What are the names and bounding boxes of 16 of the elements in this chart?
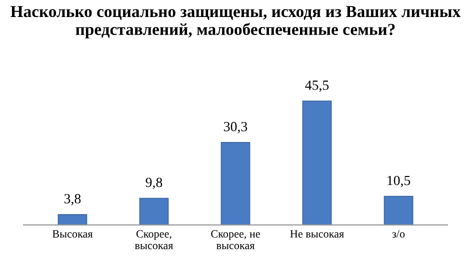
bar xyxy=(220,142,250,225)
x-tick-label: Скорее, не высокая xyxy=(211,230,260,250)
bar xyxy=(139,198,169,225)
x-tick-label: Скорее, высокая xyxy=(134,230,174,250)
bar xyxy=(302,100,332,225)
data-label: 45,5 xyxy=(305,80,329,92)
data-label: 30,3 xyxy=(224,122,248,134)
x-tick-label: Высокая xyxy=(52,230,93,238)
x-tick-label: Не высокая xyxy=(290,230,344,238)
data-label: 3,8 xyxy=(64,194,81,206)
data-label: 10,5 xyxy=(388,176,410,188)
bar xyxy=(58,214,88,225)
x-tick-label: з/о xyxy=(392,230,405,238)
chart-title: Насколько социально защищены, исходя из Ваших личных представлений, малообеспеченные семьи? xyxy=(10,6,461,38)
data-label: 9,8 xyxy=(146,178,162,190)
bar xyxy=(384,196,414,225)
